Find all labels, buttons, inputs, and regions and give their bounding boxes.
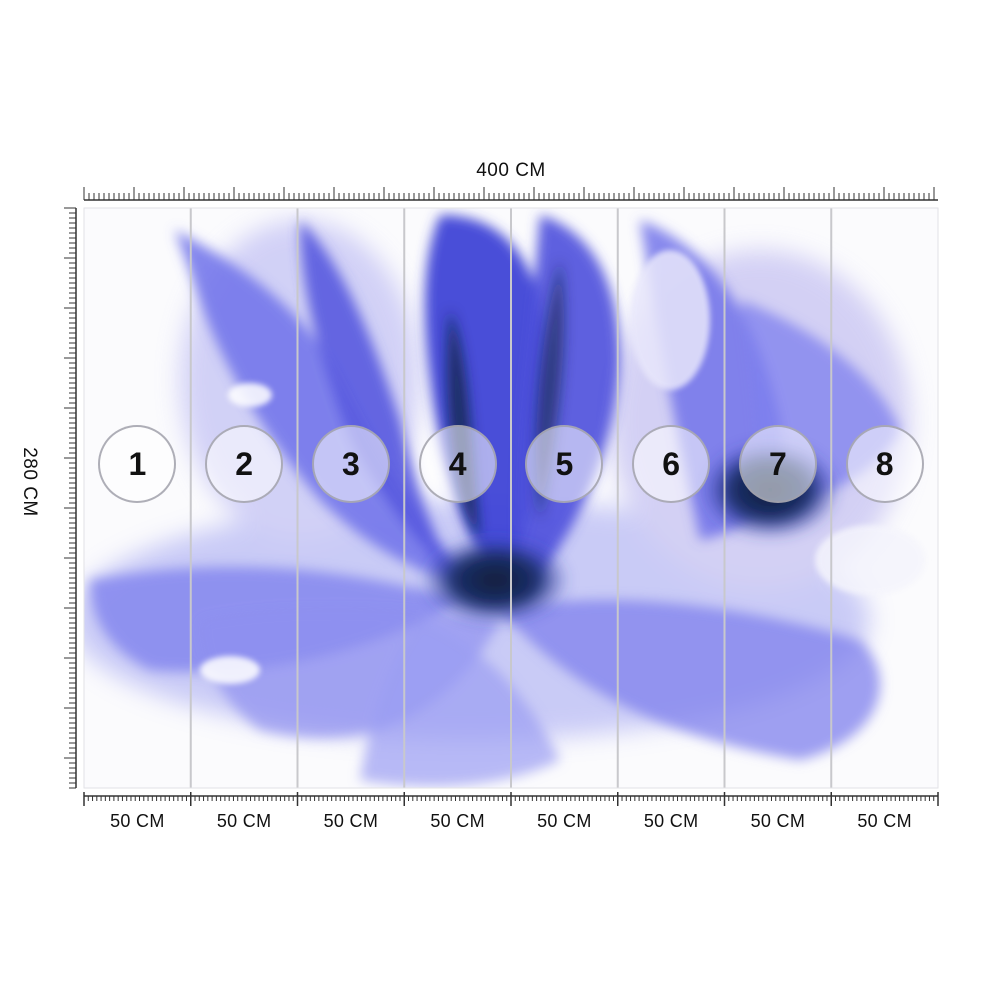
panel-number-badge: 3 (311, 425, 390, 503)
left-ruler (64, 207, 77, 789)
panel-number-badge: 7 (738, 425, 817, 503)
panel-width-label: 50 CM (750, 811, 806, 831)
top-ruler (83, 187, 938, 201)
panel-number-badge: 2 (205, 425, 284, 503)
total-width-label: 400 CM (476, 160, 546, 181)
panel-number-badge: 5 (525, 425, 604, 503)
panel-width-label: 50 CM (643, 811, 699, 831)
panel-number-badge: 1 (98, 425, 177, 503)
panel-number-badge: 4 (418, 425, 497, 503)
panel-number-badge: 6 (632, 425, 711, 503)
panel-width-label: 50 CM (537, 811, 592, 831)
mural-frame (83, 207, 939, 789)
panel-width-label: 50 CM (430, 811, 485, 831)
bottom-ruler (83, 792, 939, 806)
panel-width-label: 50 CM (110, 811, 165, 831)
panel-width-label: 50 CM (323, 811, 379, 831)
panel-width-label: 50 CM (216, 811, 272, 831)
panel-width-label: 50 CM (857, 811, 912, 831)
panel-dividers (83, 207, 939, 789)
panel-number-badge: 8 (845, 425, 924, 503)
